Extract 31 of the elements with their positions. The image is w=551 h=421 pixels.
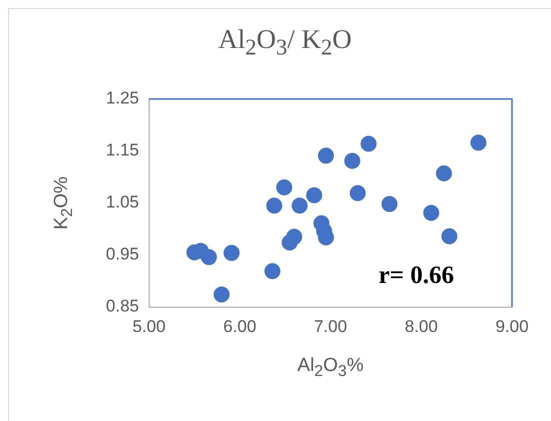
y-tick-label: 1.15 bbox=[106, 140, 139, 160]
x-tick-label: 9.00 bbox=[495, 316, 529, 336]
y-tick-label: 1.25 bbox=[106, 88, 139, 108]
point bbox=[441, 228, 458, 244]
point bbox=[470, 134, 486, 151]
point bbox=[350, 185, 366, 202]
y-tick-label: 0.95 bbox=[106, 244, 139, 264]
x-tick-label: 5.00 bbox=[132, 316, 166, 336]
point bbox=[266, 198, 282, 214]
x-axis-title: Al$_{2}$O$_{3}$% bbox=[296, 355, 365, 381]
x-tick-label: 7.00 bbox=[314, 316, 348, 336]
point bbox=[214, 286, 230, 303]
point bbox=[286, 228, 302, 245]
point bbox=[436, 165, 452, 182]
point bbox=[344, 152, 360, 169]
point bbox=[264, 263, 280, 280]
point bbox=[318, 148, 334, 164]
point bbox=[292, 198, 308, 214]
annotation: r= 0.66 bbox=[378, 262, 454, 289]
point bbox=[276, 179, 292, 196]
x-tick-label: 6.00 bbox=[223, 316, 256, 336]
point bbox=[306, 187, 322, 204]
y-tick-label: 0.85 bbox=[106, 296, 139, 316]
x-tick-label: 8.00 bbox=[404, 316, 438, 336]
point bbox=[381, 196, 398, 212]
point bbox=[200, 249, 217, 266]
point bbox=[423, 204, 440, 221]
chart-title: Al$_{2}$O$_{3}$/ K$_{2}$O bbox=[217, 24, 353, 60]
point bbox=[360, 136, 377, 152]
y-tick-label: 1.05 bbox=[106, 192, 139, 212]
point bbox=[224, 244, 240, 261]
